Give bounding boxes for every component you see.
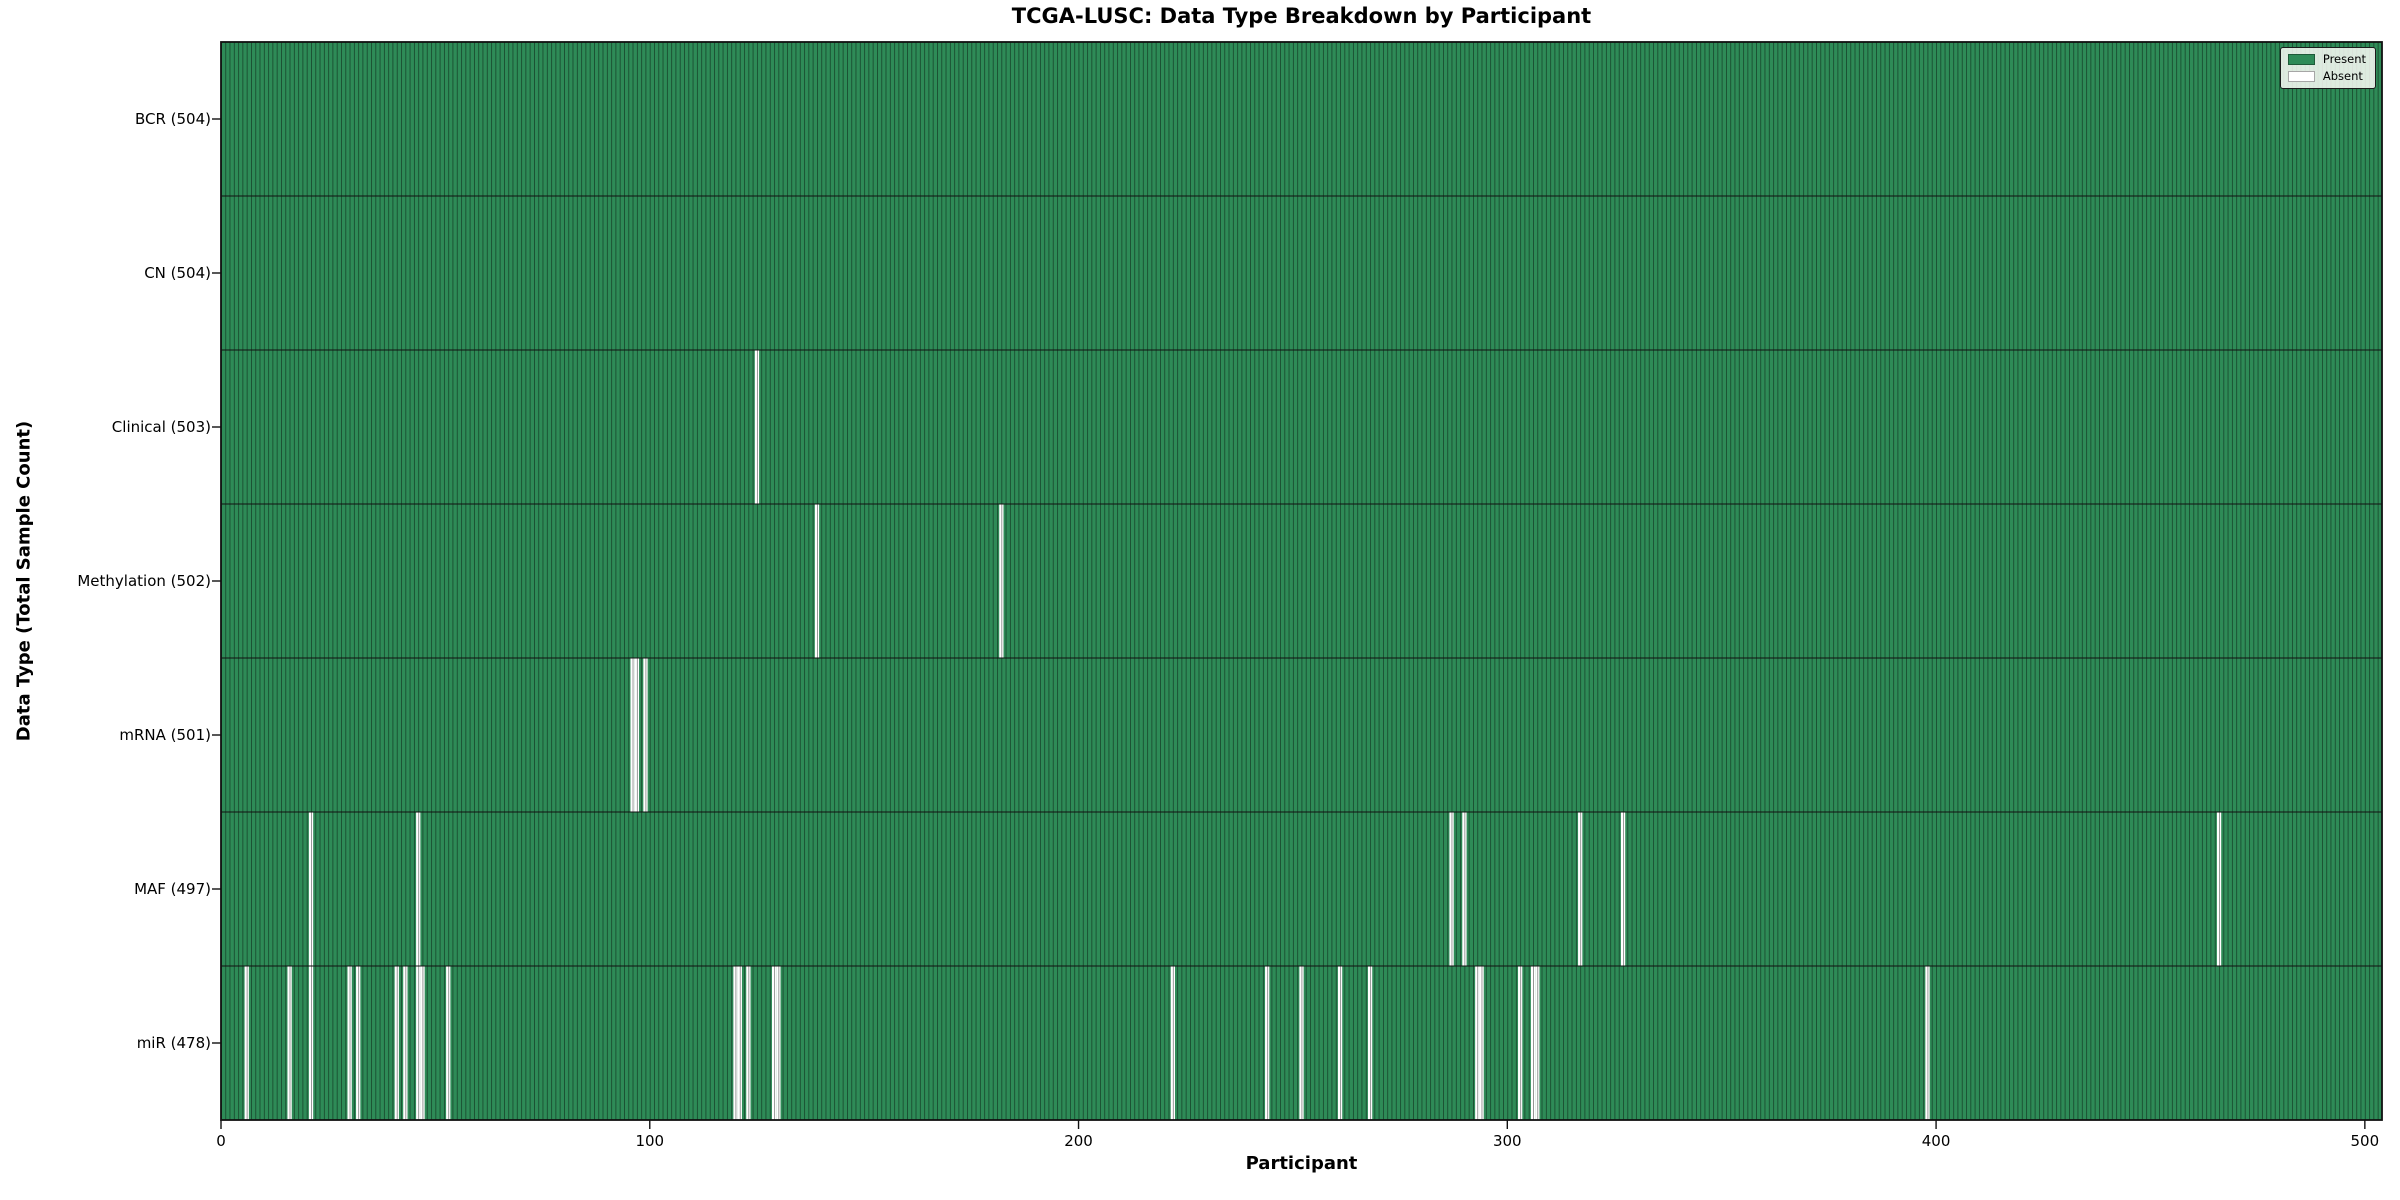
x-tick-label: 500 — [2350, 1132, 2380, 1150]
x-tick-label: 200 — [1064, 1132, 1093, 1150]
legend-absent-swatch — [2287, 71, 2315, 82]
legend-present-label: Present — [2322, 52, 2366, 66]
x-axis-title: Participant — [1245, 1153, 1358, 1174]
x-tick-label: 100 — [635, 1132, 665, 1150]
y-tick-label-miR: miR (478) — [136, 1034, 211, 1052]
legend-absent-label: Absent — [2322, 69, 2363, 83]
x-tick-label: 300 — [1492, 1132, 1522, 1150]
x-tick-label: 0 — [216, 1132, 226, 1150]
y-tick-label-MAF: MAF (497) — [134, 880, 211, 898]
y-tick-label-BCR: BCR (504) — [134, 110, 211, 128]
y-tick-label-CN: CN (504) — [144, 264, 211, 282]
y-tick-label-Clinical: Clinical (503) — [111, 418, 211, 436]
y-tick-label-Methylation: Methylation (502) — [77, 572, 211, 590]
y-tick-label-mRNA: mRNA (501) — [119, 726, 211, 744]
chart-title: TCGA-LUSC: Data Type Breakdown by Partic… — [1011, 4, 1592, 28]
legend: Present Absent — [2279, 47, 2376, 89]
legend-item-present: Present — [2287, 52, 2366, 66]
legend-item-absent: Absent — [2287, 69, 2366, 83]
x-tick-label: 400 — [1921, 1132, 1951, 1150]
legend-present-swatch — [2287, 54, 2315, 65]
